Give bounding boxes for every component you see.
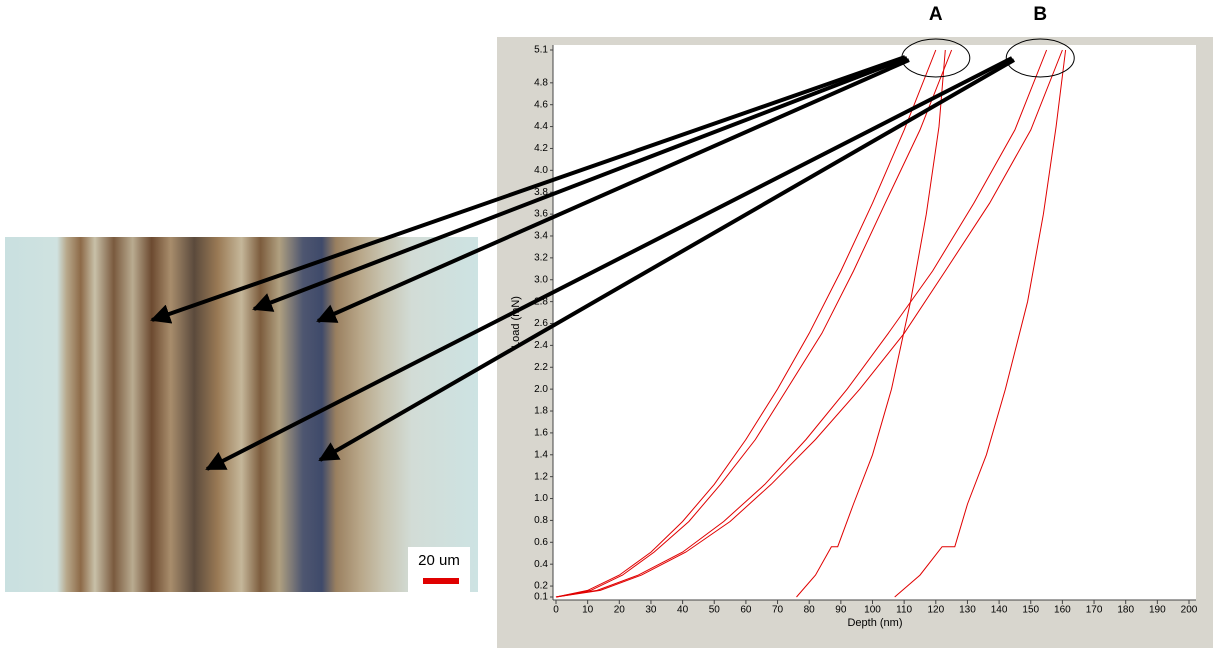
x-tick-label: 110: [896, 605, 912, 616]
x-tick-label: 30: [645, 605, 657, 616]
y-tick-label: 2.2: [534, 362, 548, 373]
x-tick-label: 140: [991, 605, 1008, 616]
y-axis-label: Load (mN): [510, 296, 522, 348]
y-tick-label: 1.8: [534, 406, 548, 417]
x-tick-label: 50: [709, 605, 721, 616]
x-tick-label: 200: [1181, 605, 1198, 616]
y-tick-label: 0.2: [534, 581, 548, 592]
y-tick-label: 3.0: [534, 274, 548, 285]
x-tick-label: 150: [1022, 605, 1039, 616]
x-tick-label: 80: [804, 605, 816, 616]
y-tick-label: 0.6: [534, 537, 548, 548]
x-tick-label: 130: [959, 605, 976, 616]
y-tick-label: 4.0: [534, 165, 548, 176]
y-tick-label: 1.6: [534, 428, 548, 439]
x-tick-label: 100: [864, 605, 881, 616]
x-tick-label: 70: [772, 605, 784, 616]
y-tick-label: 2.4: [534, 340, 548, 351]
x-tick-label: 120: [927, 605, 944, 616]
y-tick-label: 4.4: [534, 121, 548, 132]
y-tick-label: 3.2: [534, 253, 548, 264]
x-axis-label: Depth (nm): [847, 617, 902, 629]
x-tick-label: 170: [1086, 605, 1103, 616]
y-tick-label: 0.4: [534, 559, 548, 570]
y-tick-label: 0.8: [534, 515, 548, 526]
x-tick-label: 40: [677, 605, 689, 616]
scale-bar: [423, 578, 459, 584]
x-tick-label: 90: [835, 605, 847, 616]
x-tick-label: 0: [553, 605, 559, 616]
y-tick-label: 5.1: [534, 45, 548, 56]
y-tick-label: 1.2: [534, 471, 548, 482]
annotation-label: B: [1033, 4, 1047, 25]
x-tick-label: 190: [1149, 605, 1166, 616]
y-tick-label: 3.4: [534, 231, 548, 242]
x-tick-label: 160: [1054, 605, 1071, 616]
x-tick-label: 10: [582, 605, 594, 616]
y-tick-label: 4.2: [534, 143, 548, 154]
x-tick-label: 60: [740, 605, 752, 616]
y-tick-label: 1.0: [534, 493, 548, 504]
x-tick-label: 20: [614, 605, 626, 616]
y-tick-label: 4.6: [534, 99, 548, 110]
page: 20 um 0.10.2 0.4 0.6 0.8 1.0 1.2 1.4 1.6 1.8 2.0 2…: [0, 0, 1213, 648]
y-tick-label: 4.8: [534, 77, 548, 88]
scale-bar-label: 20 um: [418, 552, 460, 569]
y-tick-label: 2.0: [534, 384, 548, 395]
x-tick-label: 180: [1117, 605, 1134, 616]
figure: 20 um 0.10.2 0.4 0.6 0.8 1.0 1.2 1.4 1.6 1.8 2.0 2…: [0, 0, 1213, 648]
y-tick-label: 1.4: [534, 449, 548, 460]
annotation-label: A: [929, 4, 943, 25]
y-tick-label: 0.1: [534, 592, 548, 603]
